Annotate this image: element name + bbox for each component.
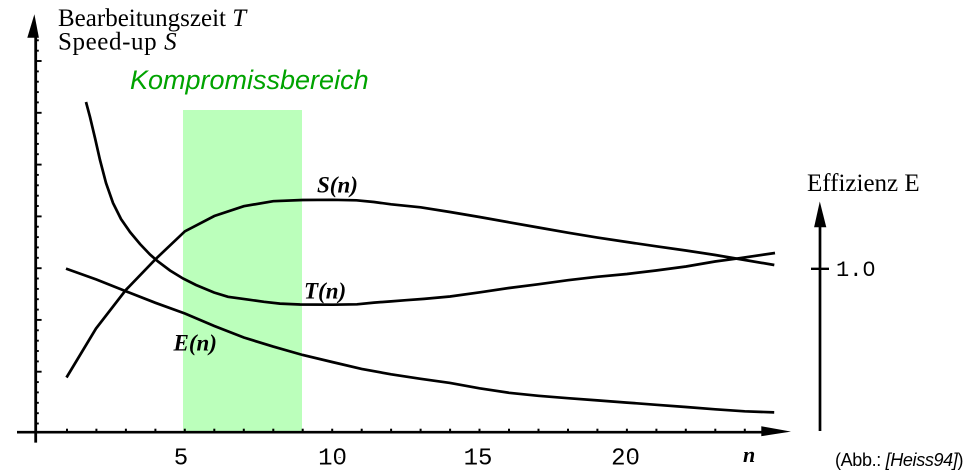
svg-text:20: 20 xyxy=(611,445,640,472)
svg-text:Speed-up S: Speed-up S xyxy=(58,29,177,56)
svg-text:15: 15 xyxy=(464,445,493,472)
svg-text:E(n): E(n) xyxy=(173,331,217,356)
svg-text:Kompromissbereich: Kompromissbereich xyxy=(130,65,369,95)
svg-text:(Abb.: [Heiss94]): (Abb.: [Heiss94]) xyxy=(835,450,963,470)
svg-text:n: n xyxy=(743,442,755,467)
svg-text:10: 10 xyxy=(318,445,347,472)
svg-text:5: 5 xyxy=(174,445,188,472)
svg-text:Bearbeitungszeit T: Bearbeitungszeit T xyxy=(58,5,248,32)
svg-text:Effizienz E: Effizienz E xyxy=(807,170,920,197)
svg-text:T(n): T(n) xyxy=(304,279,346,304)
svg-text:S(n): S(n) xyxy=(317,173,358,198)
